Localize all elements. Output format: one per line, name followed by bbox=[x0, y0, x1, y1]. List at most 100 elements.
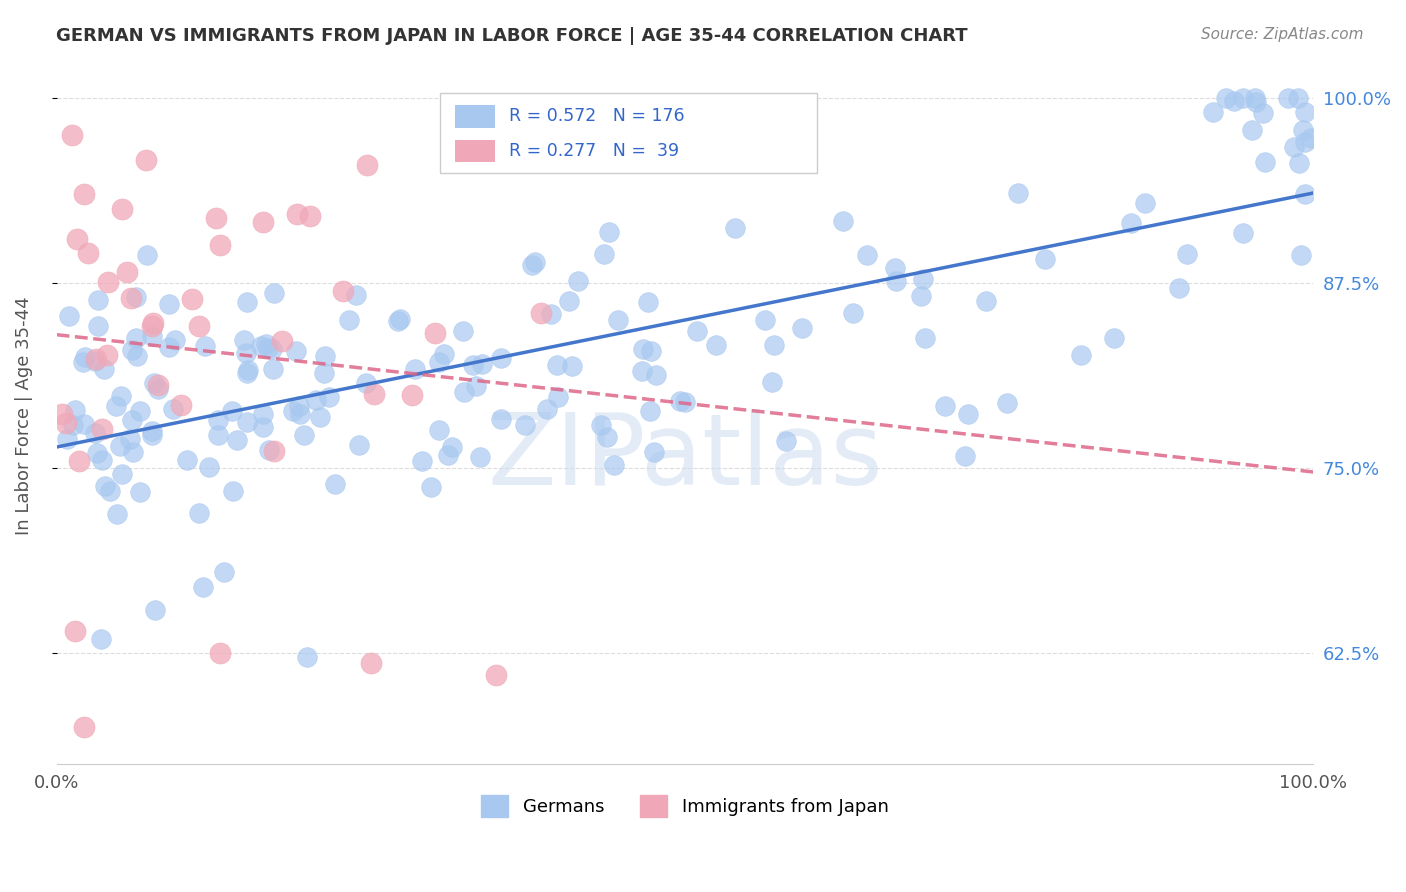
Point bbox=[142, 316, 165, 330]
Point bbox=[1288, 155, 1310, 169]
Point bbox=[401, 388, 423, 402]
Point bbox=[292, 428, 315, 442]
Point bbox=[295, 649, 318, 664]
Point bbox=[404, 362, 426, 376]
Point bbox=[97, 276, 120, 290]
Text: R = 0.572   N = 176: R = 0.572 N = 176 bbox=[509, 107, 685, 125]
Point bbox=[93, 361, 115, 376]
Point bbox=[387, 313, 409, 327]
Point bbox=[226, 433, 249, 447]
Text: R = 0.277   N =  39: R = 0.277 N = 39 bbox=[509, 142, 679, 160]
Point bbox=[250, 339, 273, 353]
Point bbox=[157, 297, 180, 311]
Point bbox=[761, 376, 783, 390]
Point bbox=[440, 440, 463, 454]
Point bbox=[491, 351, 513, 365]
Point bbox=[489, 412, 512, 426]
Point bbox=[84, 425, 107, 440]
Point bbox=[314, 349, 336, 363]
Point bbox=[235, 294, 257, 309]
Point bbox=[305, 392, 328, 407]
Point bbox=[451, 324, 474, 338]
Point bbox=[1241, 122, 1264, 136]
Point bbox=[65, 624, 87, 638]
Point bbox=[567, 274, 589, 288]
Point bbox=[90, 632, 112, 646]
Point bbox=[841, 306, 863, 320]
Point bbox=[591, 417, 613, 432]
Point bbox=[263, 443, 285, 458]
Point bbox=[235, 346, 257, 360]
Point bbox=[332, 284, 354, 298]
Point bbox=[288, 399, 311, 413]
Point bbox=[354, 376, 377, 391]
Point bbox=[910, 289, 932, 303]
Point bbox=[58, 310, 80, 324]
Point bbox=[1291, 123, 1313, 137]
Point bbox=[51, 407, 73, 421]
Point bbox=[115, 265, 138, 279]
Point bbox=[77, 246, 100, 260]
Point bbox=[1133, 196, 1156, 211]
Point bbox=[236, 415, 259, 429]
Point bbox=[754, 313, 776, 327]
Point bbox=[631, 364, 654, 378]
Point bbox=[1277, 91, 1299, 105]
Point bbox=[644, 368, 666, 383]
FancyBboxPatch shape bbox=[440, 93, 817, 173]
Point bbox=[995, 396, 1018, 410]
Point bbox=[148, 378, 170, 392]
Point bbox=[557, 294, 579, 309]
Point bbox=[461, 358, 484, 372]
Point bbox=[285, 207, 308, 221]
Point bbox=[546, 359, 568, 373]
Point bbox=[513, 417, 536, 432]
Point bbox=[561, 359, 583, 374]
Point bbox=[141, 329, 163, 343]
Text: GERMAN VS IMMIGRANTS FROM JAPAN IN LABOR FORCE | AGE 35-44 CORRELATION CHART: GERMAN VS IMMIGRANTS FROM JAPAN IN LABOR… bbox=[56, 27, 967, 45]
Point bbox=[270, 334, 292, 349]
Point bbox=[347, 438, 370, 452]
Point bbox=[235, 366, 257, 380]
Point bbox=[252, 215, 274, 229]
Point bbox=[596, 430, 619, 444]
FancyBboxPatch shape bbox=[456, 140, 495, 162]
Point bbox=[284, 343, 307, 358]
Point bbox=[84, 351, 107, 366]
Point bbox=[143, 603, 166, 617]
Point bbox=[157, 340, 180, 354]
Point bbox=[75, 350, 97, 364]
Point bbox=[547, 390, 569, 404]
Point bbox=[485, 668, 508, 682]
Point bbox=[363, 387, 385, 401]
Point bbox=[84, 353, 107, 368]
Point bbox=[1007, 186, 1029, 201]
Point bbox=[232, 333, 254, 347]
Point bbox=[162, 401, 184, 416]
Point bbox=[146, 382, 169, 396]
Point bbox=[65, 403, 87, 417]
Point bbox=[724, 221, 747, 235]
Point bbox=[87, 293, 110, 308]
Point bbox=[257, 341, 280, 355]
Point bbox=[141, 425, 163, 439]
Point bbox=[598, 225, 620, 239]
Point bbox=[128, 404, 150, 418]
Point bbox=[1282, 140, 1305, 154]
Point bbox=[673, 395, 696, 409]
Point bbox=[208, 646, 231, 660]
Point bbox=[1291, 248, 1313, 262]
Point bbox=[108, 439, 131, 453]
Point bbox=[187, 318, 209, 333]
Point bbox=[221, 404, 243, 418]
Point bbox=[105, 399, 128, 413]
Point bbox=[60, 128, 83, 142]
Point bbox=[593, 246, 616, 260]
Point bbox=[176, 453, 198, 467]
Point bbox=[856, 247, 879, 261]
Point bbox=[884, 274, 907, 288]
Point bbox=[207, 428, 229, 442]
Point bbox=[62, 418, 84, 433]
Point bbox=[465, 379, 488, 393]
Point bbox=[72, 355, 94, 369]
